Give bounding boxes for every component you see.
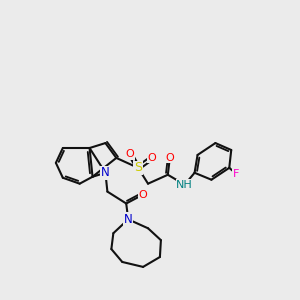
Text: S: S bbox=[134, 161, 142, 174]
Text: F: F bbox=[233, 169, 239, 179]
Text: O: O bbox=[139, 190, 147, 200]
Text: N: N bbox=[124, 213, 133, 226]
Text: O: O bbox=[148, 153, 156, 163]
Text: O: O bbox=[126, 149, 135, 159]
Text: NH: NH bbox=[176, 180, 193, 190]
Text: O: O bbox=[165, 153, 174, 163]
Text: N: N bbox=[101, 166, 110, 179]
